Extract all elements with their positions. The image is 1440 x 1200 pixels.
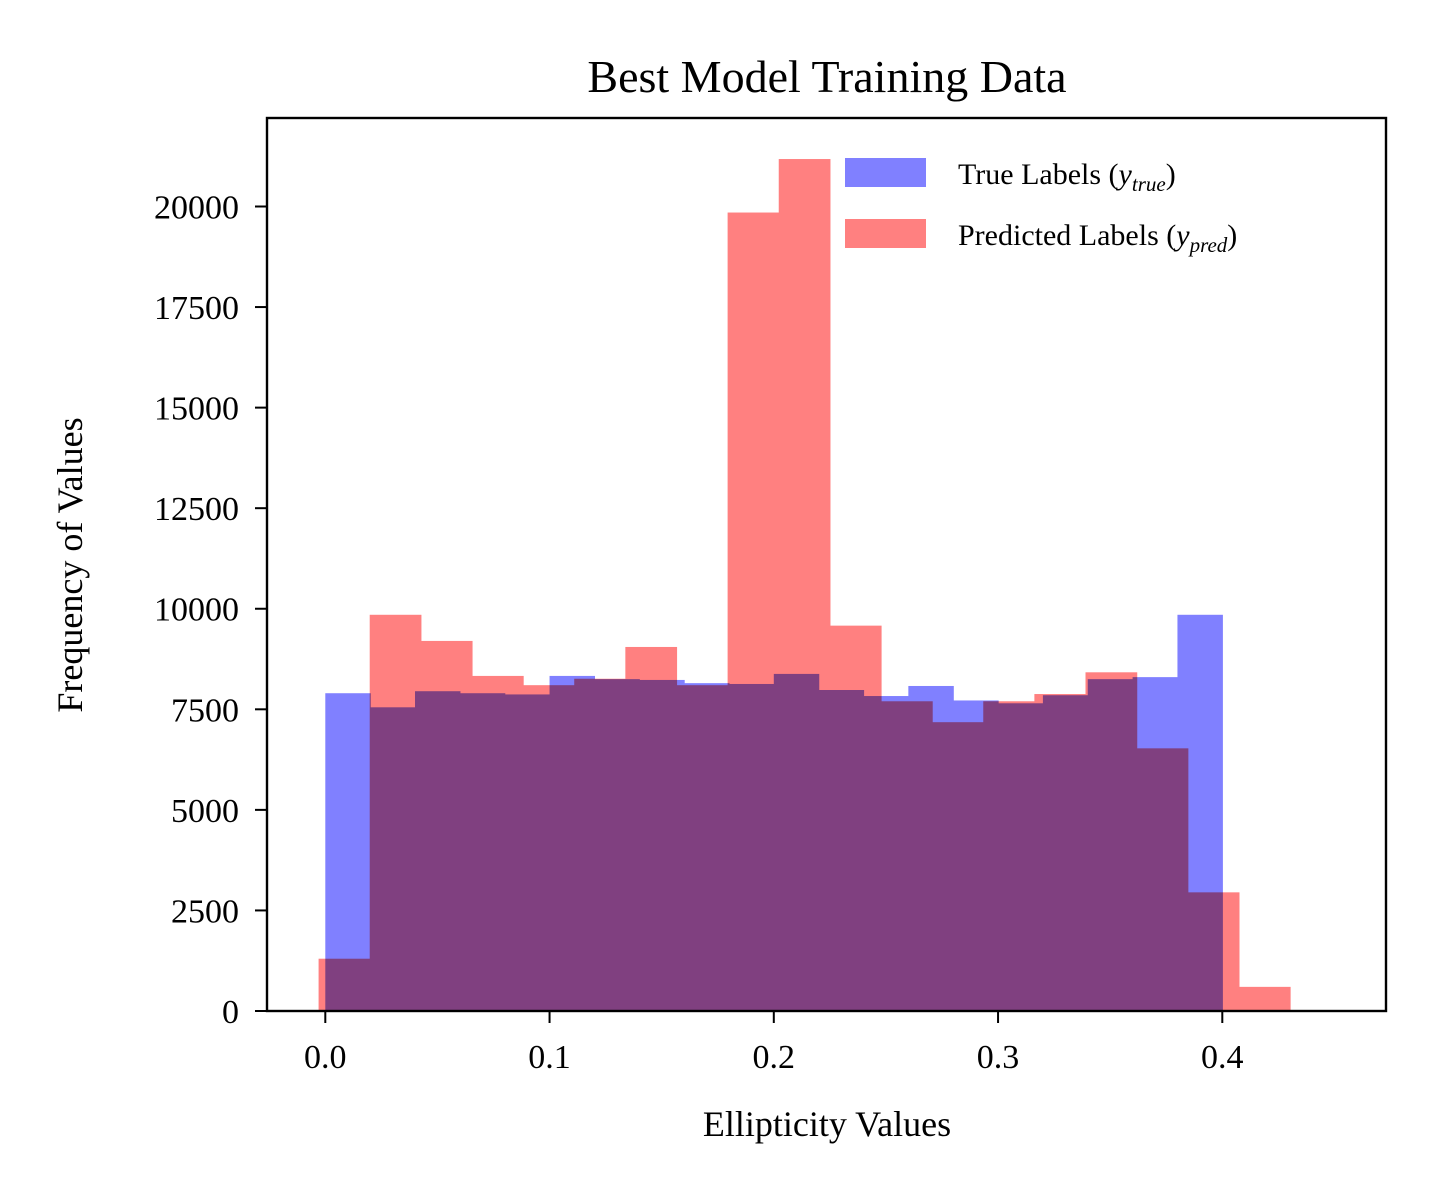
histogram-bar [676,685,729,1011]
histogram-bar [318,958,371,1011]
y-tick-label: 15000 [154,391,239,428]
histogram-bar [574,678,626,1011]
histogram-bar [727,212,780,1011]
y-tick-label: 5000 [171,793,239,830]
x-tick-label: 0.2 [753,1039,796,1076]
histogram-bar [325,693,371,1011]
histogram-bar [932,722,984,1011]
histogram-bar [625,646,678,1011]
x-axis-ticks: 0.0 0.1 0.2 0.3 0.4 [304,1011,1244,1076]
histogram-bar [369,614,422,1011]
y-tick-label: 12500 [154,491,239,528]
histogram-bar [983,701,1035,1011]
histogram-bar [1085,672,1138,1011]
histogram-bar [1187,892,1240,1011]
legend-swatch [845,158,926,187]
histogram-bar [1238,986,1291,1011]
y-axis-ticks: 0 2500 5000 7500 10000 12500 15000 17500 20000 [154,189,267,1031]
y-tick-label: 7500 [171,692,239,729]
x-tick-label: 0.1 [528,1039,571,1076]
plot-frame [265,116,1388,1013]
histogram-bar [778,159,831,1011]
x-axis-label: Ellipticity Values [703,1104,951,1144]
series-predicted-labels [318,159,1291,1011]
legend-label: True Labels (ytrue) [958,158,1176,196]
legend-swatch [845,219,926,248]
x-tick-label: 0.3 [977,1039,1020,1076]
histogram-bar [1136,748,1189,1011]
x-tick-label: 0.4 [1201,1039,1244,1076]
histogram-bar [471,675,524,1011]
histogram-bar [523,685,575,1011]
histogram-bar [420,640,473,1011]
bars-layer [318,159,1291,1011]
y-tick-label: 2500 [171,893,239,930]
y-axis-label: Frequency of Values [50,417,90,712]
y-tick-label: 20000 [154,189,239,226]
x-tick-label: 0.0 [304,1039,347,1076]
y-tick-label: 0 [222,994,239,1031]
histogram-bar [829,625,882,1011]
legend-label: Predicted Labels (ypred) [958,219,1237,257]
y-tick-label: 10000 [154,592,239,629]
histogram-bar [1034,694,1087,1011]
chart-title: Best Model Training Data [587,51,1066,102]
legend: True Labels (ytrue) Predicted Labels (ypr… [845,158,1237,257]
histogram-bar [880,701,933,1011]
y-tick-label: 17500 [154,290,239,327]
